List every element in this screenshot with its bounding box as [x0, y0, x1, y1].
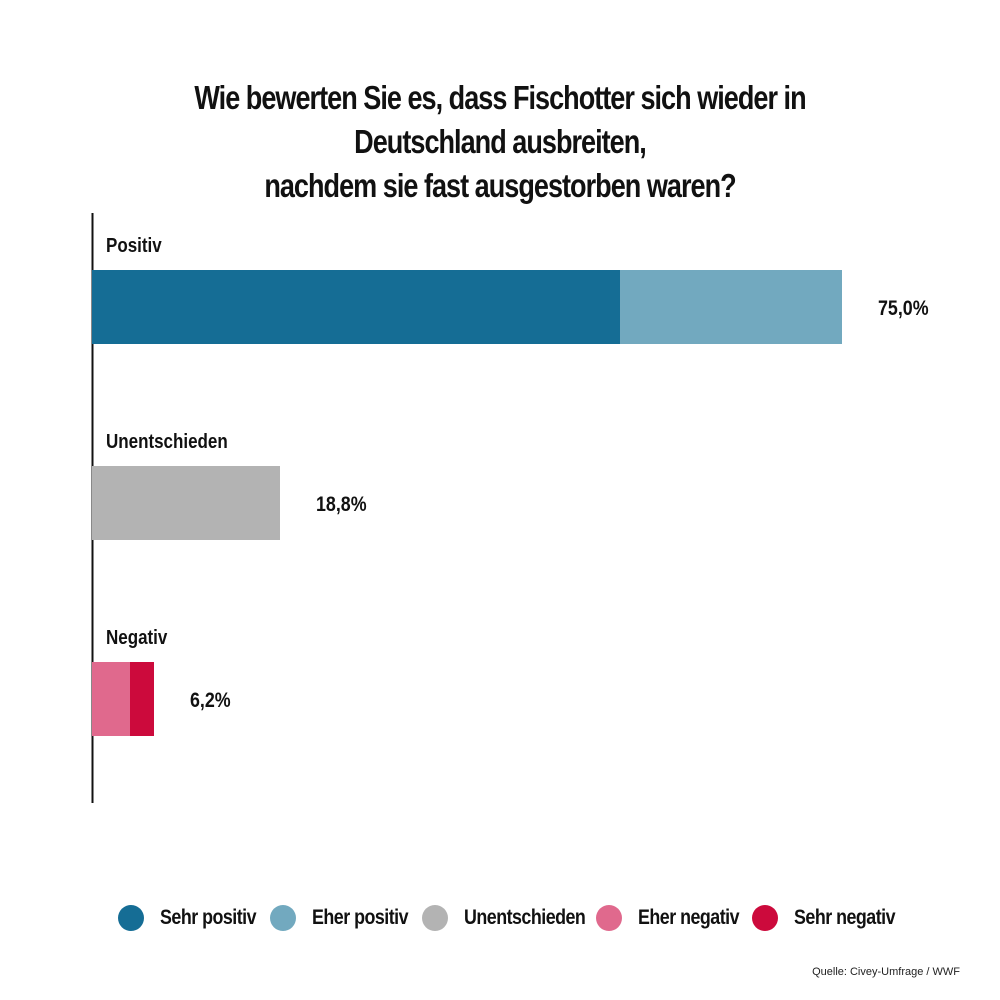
legend-item-unentschieden: Unentschieden	[422, 896, 607, 940]
legend-swatch	[270, 905, 296, 931]
bar-negativ-eher-negativ	[92, 662, 130, 736]
legend-swatch	[596, 905, 622, 931]
legend-label: Eher positiv	[312, 906, 409, 929]
legend-item-eher-positiv: Eher positiv	[270, 896, 425, 940]
legend-label: Unentschieden	[464, 906, 586, 929]
legend-swatch	[752, 905, 778, 931]
legend-label: Eher negativ	[638, 906, 740, 929]
chart-legend: Sehr positiv Eher positiv Unentschieden Ehe…	[0, 896, 1000, 940]
category-label-unentschieden: Unentschieden	[106, 430, 228, 453]
legend-swatch	[422, 905, 448, 931]
chart-title: Wie bewerten Sie es, dass Fischotter sic…	[123, 76, 877, 208]
legend-label: Sehr positiv	[160, 906, 257, 929]
legend-item-sehr-positiv: Sehr positiv	[118, 896, 273, 940]
bar-negativ-sehr-negativ	[130, 662, 154, 736]
legend-item-eher-negativ: Eher negativ	[596, 896, 757, 940]
data-label-positiv: 75,0%	[878, 297, 929, 321]
chart-title-line-1: Wie bewerten Sie es, dass Fischotter sic…	[194, 79, 806, 160]
data-label-unentschieden: 18,8%	[316, 493, 367, 517]
chart-title-line-2: nachdem sie fast ausgestorben waren?	[264, 167, 736, 204]
legend-label: Sehr negativ	[794, 906, 896, 929]
category-label-negativ: Negativ	[106, 626, 168, 649]
bar-unentschieden-unentschieden	[92, 466, 280, 540]
bar-positiv-eher-positiv	[620, 270, 842, 344]
source-note: Quelle: Civey-Umfrage / WWF	[812, 966, 960, 978]
legend-swatch	[118, 905, 144, 931]
bar-positiv-sehr-positiv	[92, 270, 620, 344]
legend-item-sehr-negativ: Sehr negativ	[752, 896, 913, 940]
data-label-negativ: 6,2%	[190, 689, 231, 713]
category-label-positiv: Positiv	[106, 234, 162, 257]
